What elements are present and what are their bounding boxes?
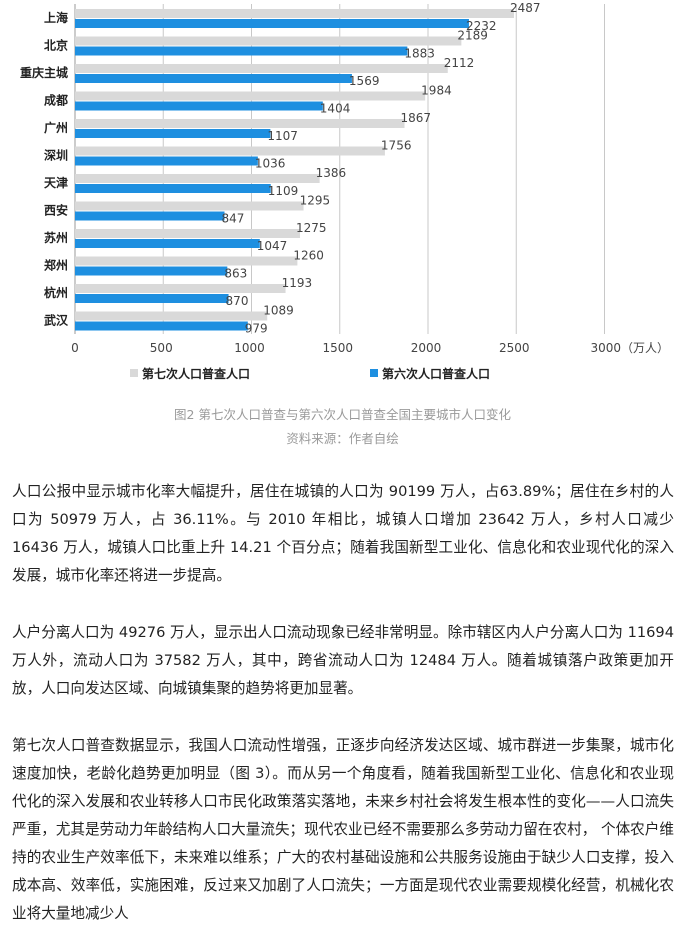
paragraph-3: 第七次人口普查数据显示，我国人口流动性增强，正逐步向经济发达区域、城市群进一步集…	[12, 737, 674, 922]
value-label-sixth: 1569	[349, 74, 380, 88]
legend: 第七次人口普查人口 第六次人口普查人口	[130, 366, 490, 381]
city-label: 武汉	[44, 313, 69, 328]
legend-label-seventh: 第七次人口普查人口	[142, 366, 250, 381]
bar-sixth-census	[75, 321, 248, 331]
value-label-seventh: 1867	[401, 111, 432, 125]
city-label: 郑州	[44, 258, 68, 273]
value-label-sixth: 1109	[268, 184, 299, 198]
bars	[75, 9, 514, 331]
value-label-sixth: 2232	[466, 19, 497, 33]
value-label-sixth: 870	[226, 294, 249, 308]
value-label-seventh: 1089	[263, 304, 294, 318]
city-label: 重庆主城	[20, 65, 68, 80]
city-label: 天津	[44, 175, 68, 190]
value-label-sixth: 1107	[267, 129, 298, 143]
value-label-sixth: 1036	[255, 157, 286, 171]
bar-sixth-census	[75, 266, 228, 276]
city-label: 杭州	[44, 285, 68, 300]
bar-sixth-census	[75, 129, 271, 138]
city-label: 深圳	[44, 148, 68, 163]
x-tick-label: 500	[150, 341, 173, 355]
bar-seventh-census	[75, 91, 426, 101]
gridlines	[74, 4, 605, 334]
city-label: 广州	[44, 120, 68, 135]
bar-sixth-census	[75, 156, 258, 166]
bar-sixth-census	[75, 184, 271, 193]
value-label-seventh: 1275	[296, 221, 327, 235]
figure-source: 资料来源：作者自绘	[286, 431, 399, 446]
legend-swatch-sixth	[370, 369, 378, 377]
city-label: 北京	[44, 38, 68, 53]
bar-sixth-census	[75, 19, 469, 28]
bar-seventh-census	[75, 119, 405, 128]
bar-seventh-census	[75, 256, 298, 266]
city-label: 成都	[44, 93, 68, 108]
bar-seventh-census	[75, 64, 448, 73]
city-label: 苏州	[44, 230, 68, 245]
bar-sixth-census	[75, 46, 408, 56]
city-label: 上海	[44, 10, 68, 25]
bar-seventh-census	[75, 146, 385, 156]
bar-seventh-census	[75, 36, 462, 46]
bar-sixth-census	[75, 239, 260, 248]
paragraph-2: 人户分离人口为 49276 万人，显示出人口流动现象已经非常明显。除市辖区内人户…	[12, 624, 674, 697]
value-label-sixth: 1404	[320, 102, 351, 116]
bar-seventh-census	[75, 9, 514, 18]
bar-sixth-census	[75, 294, 229, 303]
x-tick-label: 3000（万人）	[591, 341, 670, 355]
value-label-seventh: 2487	[510, 1, 541, 15]
x-tick-label: 0	[71, 341, 79, 355]
bar-seventh-census	[75, 284, 286, 293]
paragraph-1: 人口公报中显示城市化率大幅提升，居住在城镇的人口为 90199 万人，占63.8…	[12, 483, 674, 584]
value-label-sixth: 863	[224, 267, 247, 281]
value-label-seventh: 1193	[282, 276, 313, 290]
value-label-seventh: 1756	[381, 139, 412, 153]
bar-sixth-census	[75, 211, 225, 221]
figure-caption: 图2 第七次人口普查与第六次人口普查全国主要城市人口变化	[174, 407, 511, 422]
bar-sixth-census	[75, 74, 352, 83]
x-tick-label: 2500	[499, 341, 530, 355]
value-label-seventh: 1984	[421, 84, 452, 98]
value-label-seventh: 2112	[444, 56, 475, 70]
value-label-seventh: 1295	[300, 194, 331, 208]
bar-seventh-census	[75, 229, 301, 238]
bar-sixth-census	[75, 101, 323, 111]
population-bar-chart: 0 500 1000 1500 2000 2500 3000（万人） 上海 2487 2232 北京…	[20, 1, 669, 381]
value-label-seventh: 1386	[316, 166, 347, 180]
x-tick-label: 1500	[322, 341, 353, 355]
x-tick-label: 1000	[234, 341, 265, 355]
value-label-seventh: 1260	[293, 249, 324, 263]
bar-seventh-census	[75, 174, 320, 183]
legend-label-sixth: 第六次人口普查人口	[382, 366, 490, 381]
legend-swatch-seventh	[130, 369, 138, 377]
value-label-sixth: 1047	[257, 239, 288, 253]
bar-seventh-census	[75, 311, 268, 321]
value-label-sixth: 847	[221, 212, 244, 226]
city-label: 西安	[44, 203, 68, 218]
value-label-seventh: 2189	[457, 29, 488, 43]
x-tick-label: 2000	[411, 341, 442, 355]
labels: 0 500 1000 1500 2000 2500 3000（万人） 上海 2487 2232 北京…	[20, 1, 669, 355]
bar-seventh-census	[75, 201, 304, 211]
value-label-sixth: 1883	[404, 47, 435, 61]
value-label-sixth: 979	[245, 322, 268, 336]
